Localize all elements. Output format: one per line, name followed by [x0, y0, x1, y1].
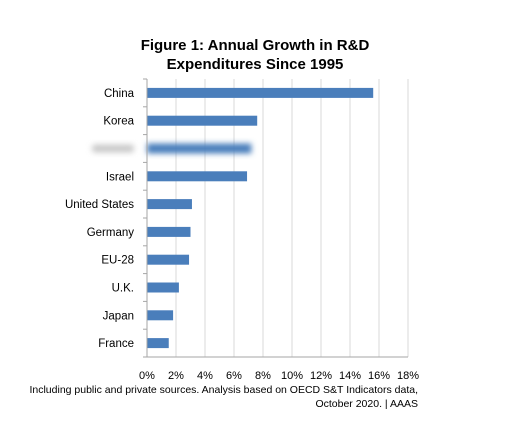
bar — [147, 171, 248, 182]
category-label: France — [98, 338, 134, 350]
category-label: United States — [65, 199, 134, 211]
bar — [147, 87, 374, 98]
x-tick-label: 12% — [310, 370, 332, 382]
x-tick-label: 0% — [139, 370, 155, 382]
chart-title-line-2: Expenditures Since 1995 — [166, 56, 344, 73]
caption-line-1: Including public and private sources. An… — [29, 384, 418, 396]
bar — [147, 254, 190, 265]
x-tick-label: 10% — [281, 370, 303, 382]
bar-obscured — [147, 143, 252, 154]
bar — [147, 310, 174, 321]
category-label: Germany — [87, 227, 135, 239]
category-label: EU-28 — [101, 255, 134, 267]
category-label: China — [104, 88, 135, 100]
category-label-obscured — [92, 144, 134, 153]
category-label: Japan — [103, 310, 134, 322]
axes — [143, 78, 408, 358]
x-tick-label: 6% — [226, 370, 242, 382]
bars — [147, 87, 374, 349]
bar — [147, 338, 169, 349]
x-tick-label: 4% — [197, 370, 213, 382]
category-label: Korea — [103, 116, 134, 128]
chart-title-line-1: Figure 1: Annual Growth in R&D — [140, 37, 370, 54]
bar — [147, 115, 258, 126]
x-tick-label: 8% — [255, 370, 271, 382]
bar — [147, 226, 191, 237]
x-tick-labels: 0% 2% 4% 6% 8% 10% 12% 14% 16% 18% — [139, 370, 419, 382]
bar — [147, 282, 179, 293]
category-labels: China Korea Israel United States Germany EU-2… — [65, 88, 135, 350]
x-tick-label: 14% — [339, 370, 361, 382]
x-tick-label: 16% — [368, 370, 390, 382]
x-tick-label: 2% — [168, 370, 184, 382]
caption-line-2: October 2020. | AAAS — [315, 398, 418, 410]
category-label: U.K. — [112, 283, 134, 295]
x-tick-label: 18% — [397, 370, 419, 382]
category-label: Israel — [106, 171, 134, 183]
bar — [147, 199, 192, 210]
